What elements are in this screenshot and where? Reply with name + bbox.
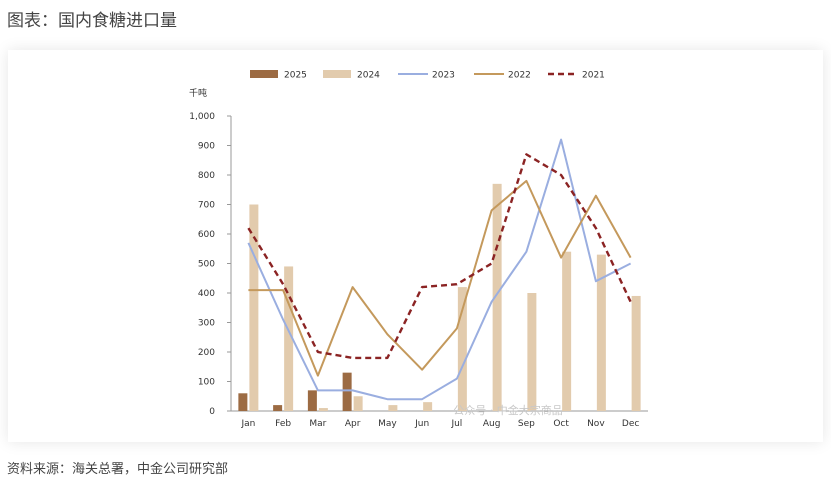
- x-tick-label: Mar: [309, 419, 326, 429]
- line-2023: [247, 138, 632, 401]
- x-tick-label: Sep: [518, 419, 535, 429]
- x-tick-label: May: [378, 419, 397, 429]
- y-tick-label: 0: [209, 407, 215, 417]
- bar-2025: [342, 372, 352, 411]
- bar-2024: [318, 408, 328, 411]
- y-tick-label: 400: [198, 289, 215, 299]
- y-tick-label: 700: [198, 201, 215, 211]
- y-tick-label: 500: [198, 260, 215, 270]
- x-tick-label: Nov: [587, 419, 605, 429]
- y-tick-label: 100: [198, 378, 215, 388]
- x-tick-label: Feb: [275, 419, 291, 429]
- x-tick-label: Dec: [622, 419, 639, 429]
- x-tick-label: Apr: [345, 419, 361, 429]
- legend-label: 2022: [508, 71, 531, 81]
- x-tick-label: Jul: [450, 419, 462, 429]
- bar-2024: [492, 183, 502, 411]
- page-title: 图表：国内食糖进口量: [7, 11, 177, 31]
- legend-label: 2023: [432, 71, 455, 81]
- y-tick-label: 600: [198, 230, 215, 240]
- legend-swatch-2025: [250, 70, 278, 78]
- line-2021: [247, 153, 632, 360]
- x-tick-label: Aug: [483, 419, 501, 429]
- bar-2024: [249, 204, 259, 411]
- bar-2024: [457, 287, 467, 411]
- y-tick-label: 800: [198, 171, 215, 181]
- y-tick-label: 200: [198, 348, 215, 358]
- source-note: 资料来源：海关总署，中金公司研究部: [7, 462, 229, 477]
- y-tick-label: 900: [198, 142, 215, 152]
- bar-2024: [596, 254, 606, 411]
- legend-swatch-2024: [323, 70, 351, 78]
- x-tick-label: Jan: [240, 419, 255, 429]
- bar-2024: [423, 402, 433, 411]
- y-axis-unit-label: 千吨: [189, 87, 207, 99]
- watermark-text: 公众号 · 中金大宗商品: [453, 403, 563, 417]
- legend-label: 2024: [357, 71, 380, 81]
- y-tick-label: 1,000: [189, 112, 215, 122]
- bar-2025: [307, 390, 317, 411]
- x-tick-label: Jun: [414, 419, 429, 429]
- bar-2024: [631, 295, 641, 411]
- bar-2024: [388, 405, 398, 411]
- sugar-import-chart: 千吨 0 100 200 300 400 500 600 700 800 900 1,000 Jan Fe…: [189, 70, 648, 429]
- x-tick-label: Oct: [553, 419, 569, 429]
- bar-2025: [273, 405, 283, 411]
- chart-panel: 千吨 0 100 200 300 400 500 600 700 800 900 1,000 Jan Fe…: [8, 50, 823, 442]
- y-tick-label: 300: [198, 319, 215, 329]
- bar-2024: [284, 266, 294, 411]
- legend-label: 2021: [582, 71, 605, 81]
- bar-2024: [527, 293, 537, 411]
- legend-label: 2025: [284, 71, 307, 81]
- bar-2025: [238, 393, 248, 411]
- bar-2024: [353, 396, 363, 411]
- line-2022: [248, 179, 632, 377]
- bar-2024: [562, 251, 572, 411]
